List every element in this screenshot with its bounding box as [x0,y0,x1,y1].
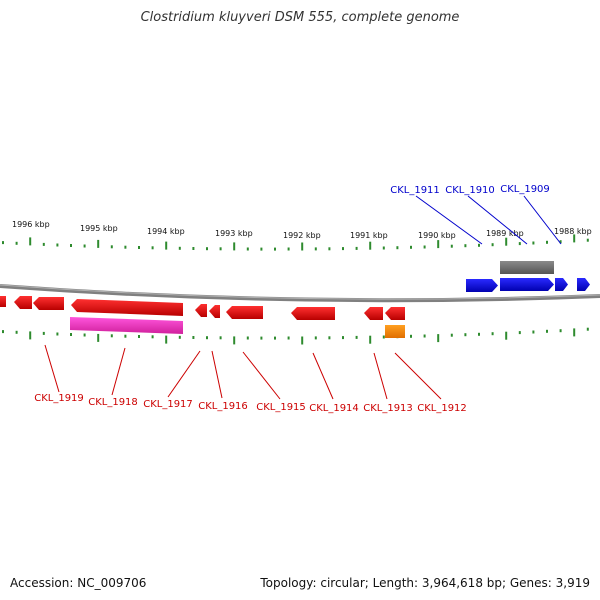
genome-title: Clostridium kluyveri DSM 555, complete g… [140,10,460,25]
lower-tick-track [2,327,589,345]
reverse-gene-ckl-1913[interactable] [364,307,383,320]
kbp-label: 1994 kbp [147,227,185,236]
kbp-label: 1995 kbp [80,224,118,233]
gene-label-ckl-1916[interactable]: CKL_1916 [198,401,248,412]
upper-tick-track [2,234,589,251]
kbp-label: 1988 kbp [554,227,592,236]
genome-summary-text: Topology: circular; Length: 3,964,618 bp… [260,576,590,590]
accession-text: Accession: NC_009706 [10,576,147,590]
reverse-gene-ckl-1919[interactable] [33,297,64,310]
label-leader [373,352,388,400]
gene-label-ckl-1911[interactable]: CKL_1911 [390,185,440,196]
forward-gene-ckl-1911[interactable] [466,279,498,292]
forward-gene-ckl-1909[interactable] [577,278,590,291]
label-leader [111,347,126,396]
gene-label-ckl-1912[interactable]: CKL_1912 [417,403,467,414]
reverse-gene[interactable] [0,296,6,307]
pseudo-gene[interactable] [70,317,183,334]
reverse-gene-ckl-1912[interactable] [385,307,405,320]
reverse-gene-ckl-1916[interactable] [209,305,220,318]
reverse-gene-ckl-1918[interactable] [71,299,183,316]
label-leader [167,350,201,398]
reverse-gene-ckl-1914[interactable] [291,307,335,320]
label-leader [312,352,334,400]
kbp-label: 1989 kbp [486,229,524,238]
repeat-region [500,261,554,274]
forward-gene-ckl-1910[interactable] [500,278,554,291]
gene-label-ckl-1919[interactable]: CKL_1919 [34,393,84,404]
kbp-label: 1991 kbp [350,231,388,240]
kbp-label: 1996 kbp [12,220,50,229]
reverse-gene[interactable] [14,296,32,309]
label-leader [523,195,562,245]
genome-backbone [0,284,600,303]
forward-gene-ckl-1909-a[interactable] [555,278,568,291]
genome-backbone-highlight [0,284,600,300]
label-leader [467,195,528,245]
label-leader [211,350,223,399]
gene-label-ckl-1915[interactable]: CKL_1915 [256,402,306,413]
gene-label-ckl-1914[interactable]: CKL_1914 [309,403,359,414]
reverse-gene-ckl-1917[interactable] [195,304,207,317]
reverse-gene-ckl-1915[interactable] [226,306,263,319]
gene-label-ckl-1913[interactable]: CKL_1913 [363,403,413,414]
gene-label-ckl-1910[interactable]: CKL_1910 [445,185,495,196]
gene-label-ckl-1917[interactable]: CKL_1917 [143,399,193,410]
label-leader [242,351,281,400]
gene-label-ckl-1909[interactable]: CKL_1909 [500,184,550,195]
label-leader [44,344,60,393]
kbp-label: 1992 kbp [283,231,321,240]
kbp-label: 1990 kbp [418,231,456,240]
rna-feature[interactable] [385,325,405,338]
label-leader [394,352,442,400]
gene-label-ckl-1918[interactable]: CKL_1918 [88,397,138,408]
label-leader [415,195,483,245]
kbp-label: 1993 kbp [215,229,253,238]
